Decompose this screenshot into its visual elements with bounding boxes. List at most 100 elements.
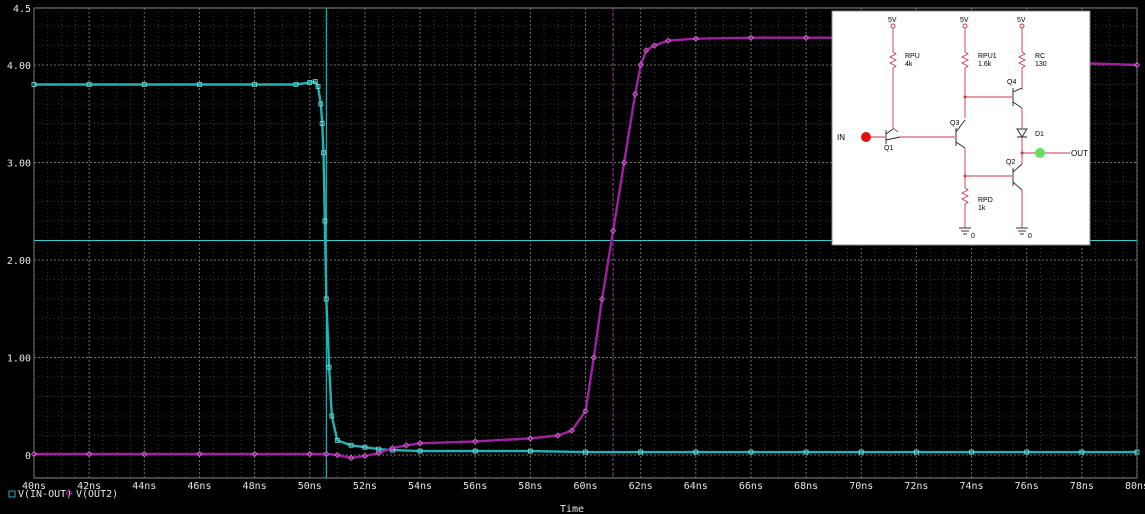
supply-marker-1 [890,23,896,29]
resistor-rpd-name: RPD [978,197,993,204]
x-tick-label: 68ns [794,481,818,492]
series-point-0 [323,296,329,302]
series-point-1 [323,450,330,458]
series-point-0 [803,449,809,455]
series-point-0 [1079,449,1085,455]
x-tick-label: 78ns [1070,481,1094,492]
series-point-1 [306,450,313,458]
series-line-1 [34,36,1138,460]
series-point-1 [637,61,644,69]
series-point-0 [86,82,92,87]
series-point-1 [643,47,650,54]
series-point-1 [389,445,396,452]
series-point-1 [334,451,341,459]
legend-label-in-out[interactable]: V(IN-OUT) [18,489,72,500]
series-point-0 [307,80,313,85]
series-point-0 [693,449,699,455]
series-point-1 [590,354,597,361]
legend-marker-out2 [65,489,73,497]
series-point-1 [598,295,606,303]
ground-label-1: 0 [971,233,975,240]
series-point-0 [315,84,321,89]
series-point-1 [568,427,575,434]
axis-ticks: 40ns 42ns 44ns 46ns 48ns 50ns 52ns 54ns 56ns 58ns… [7,4,1145,492]
series-point-0 [914,449,919,455]
schematic-panel [831,10,1091,246]
y-tick-label: 2.00 [7,256,31,267]
series-point-1 [747,34,755,41]
series-point-1 [632,91,639,98]
transistor-q3-label: Q3 [950,120,959,127]
series-point-1 [610,227,617,234]
transistor-q1-label: Q1 [884,145,893,152]
supply-label-2: 5V [960,17,969,24]
series-point-1 [86,450,93,458]
schematic-junctions [963,95,1024,178]
x-tick-label: 52ns [353,481,377,492]
output-probe-marker[interactable] [1035,148,1045,158]
series-point-1 [30,450,38,458]
x-tick-label: 44ns [132,481,156,492]
series-point-1 [416,440,424,447]
series-point-1 [1133,61,1141,69]
input-port-label: IN [837,133,845,142]
x-tick-label: 60ns [573,481,597,492]
x-tick-label: 50ns [298,481,322,492]
series-point-0 [197,82,202,87]
series-point-1 [582,408,589,415]
x-axis-label: Time [560,504,584,514]
series-point-0 [318,101,324,107]
supply-label-3: 5V [1017,17,1026,24]
series-point-0 [31,82,37,87]
resistor-rpd-value: 1k [978,205,986,212]
resistor-rpu-name: RPU [905,53,920,60]
series-point-1 [692,35,699,42]
series-point-0 [527,448,533,454]
series-point-1 [375,449,382,457]
series-layer [30,34,1141,461]
y-tick-label: 3.00 [7,159,31,170]
x-tick-label: 80ns [1125,481,1145,492]
y-tick-label: 0 [25,451,31,462]
transistor-q4-label: Q4 [1007,79,1016,86]
series-point-1 [621,159,628,166]
legend-label-out2[interactable]: V(OUT2) [76,489,118,500]
series-point-1 [361,452,368,460]
series-point-0 [293,82,299,87]
x-tick-label: 58ns [518,481,542,492]
series-point-0 [858,449,864,455]
series-point-0 [319,121,325,126]
series-point-1 [141,450,148,458]
resistor-rpu1-value: 1.6k [978,61,992,68]
supply-marker-3 [1019,23,1025,29]
x-tick-label: 70ns [849,481,873,492]
series-point-0 [334,437,340,443]
supply-label-1: 5V [888,17,897,24]
resistor-rpu1-name: RPU1 [978,53,997,60]
resistor-rc-value: 130 [1035,61,1047,68]
schematic-inset: 5V 5V 5V RPU 4k RPU1 1.6k RC 130 RPD 1k … [831,10,1091,246]
x-tick-label: 72ns [904,481,928,492]
series-line-0 [34,80,1137,454]
series-point-0 [312,79,318,84]
series-point-0 [348,442,354,448]
series-point-0 [969,449,974,455]
series-point-1 [348,454,355,461]
resistor-rpu-value: 4k [905,61,913,68]
ground-label-2: 0 [1028,233,1032,240]
series-point-0 [329,413,335,419]
series-point-0 [326,364,332,370]
series-point-0 [472,448,478,454]
input-probe-marker[interactable] [861,132,871,142]
diode-d1-label: D1 [1035,131,1044,138]
series-point-1 [472,438,479,445]
x-tick-label: 54ns [408,481,432,492]
x-tick-label: 66ns [739,481,763,492]
supply-marker-2 [962,23,968,29]
transistor-q2-label: Q2 [1006,159,1015,166]
series-point-0 [1134,449,1140,455]
series-point-0 [583,449,588,455]
x-tick-label: 42ns [77,481,101,492]
series-point-1 [251,450,258,458]
y-tick-label: 4.00 [7,61,31,72]
